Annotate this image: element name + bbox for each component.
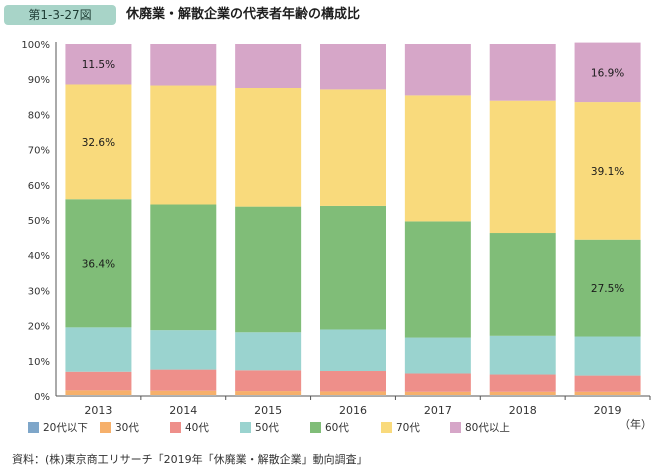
x-tick-label: 2016 bbox=[339, 404, 367, 417]
y-tick-label: 10% bbox=[28, 357, 50, 368]
x-tick-label: 2017 bbox=[424, 404, 452, 417]
y-tick-label: 80% bbox=[28, 110, 50, 121]
y-tick-label: 0% bbox=[34, 392, 50, 403]
bar-segment bbox=[65, 44, 132, 85]
data-label: 32.6% bbox=[82, 137, 115, 149]
legend-swatch bbox=[450, 422, 461, 433]
x-tick-label: 2018 bbox=[509, 404, 537, 417]
data-labels-layer: 11.5% 32.6% 36.4% 16.9% 39.1% 27.5% bbox=[82, 59, 625, 295]
legend-label: 30代 bbox=[115, 422, 139, 434]
figure-label: 第1-3-27図 bbox=[4, 5, 116, 25]
y-tick-label: 20% bbox=[28, 322, 50, 333]
bar-segment bbox=[404, 373, 471, 392]
bar-segment bbox=[235, 370, 302, 392]
y-tick-label: 50% bbox=[28, 216, 50, 227]
data-label: 16.9% bbox=[591, 67, 624, 79]
bar-segment bbox=[65, 395, 132, 396]
bar-segment bbox=[404, 391, 471, 396]
legend: 20代以下 30代 40代 50代 60代 70代 80代以上 bbox=[28, 422, 510, 434]
legend-swatch bbox=[240, 422, 251, 433]
bar-segment bbox=[235, 395, 302, 396]
y-tick-label: 60% bbox=[28, 181, 50, 192]
legend-swatch bbox=[170, 422, 181, 433]
data-label: 27.5% bbox=[591, 283, 624, 295]
data-label: 11.5% bbox=[82, 59, 115, 71]
legend-swatch bbox=[100, 422, 111, 433]
bar-segment bbox=[489, 391, 556, 396]
legend-label: 40代 bbox=[185, 422, 209, 434]
legend-label: 80代以上 bbox=[465, 422, 510, 434]
bar-segment bbox=[65, 327, 132, 372]
bar-segment bbox=[320, 391, 386, 396]
bar-segment bbox=[150, 395, 217, 396]
bar-segment bbox=[65, 371, 132, 391]
bar-segment bbox=[320, 89, 386, 206]
bar-segment bbox=[404, 221, 471, 338]
bar-segment bbox=[320, 395, 386, 396]
bar-segment bbox=[404, 95, 471, 222]
bar-segment bbox=[574, 395, 641, 396]
data-label: 39.1% bbox=[591, 166, 624, 178]
bar-segment bbox=[404, 337, 471, 374]
bar-segment bbox=[489, 374, 556, 392]
x-tick-label: 2015 bbox=[254, 404, 282, 417]
legend-label: 60代 bbox=[325, 422, 349, 434]
bar-segment bbox=[235, 206, 302, 333]
bar-segment bbox=[574, 239, 641, 337]
bar-segment bbox=[65, 199, 132, 328]
bar-segment bbox=[574, 391, 641, 396]
legend-label: 20代以下 bbox=[43, 422, 88, 434]
bar-segment bbox=[65, 390, 132, 396]
bar-segment bbox=[574, 336, 641, 376]
bar-segment bbox=[320, 329, 386, 372]
chart-title: 休廃業・解散企業の代表者年齢の構成比 bbox=[126, 7, 361, 22]
bar-segment bbox=[489, 44, 556, 101]
source-note: 資料：(株)東京商工リサーチ「2019年「休廃業・解散企業」動向調査」 bbox=[12, 453, 368, 466]
bar-segment bbox=[489, 335, 556, 375]
bar-segment bbox=[404, 395, 471, 396]
bar-segment bbox=[574, 102, 641, 240]
bar-segment bbox=[489, 100, 556, 234]
bar-segment bbox=[235, 44, 302, 88]
bar-segment bbox=[489, 395, 556, 396]
bar-segment bbox=[235, 391, 302, 396]
legend-swatch bbox=[28, 422, 39, 433]
legend-swatch bbox=[381, 422, 392, 433]
bar-segment bbox=[489, 233, 556, 336]
data-label: 36.4% bbox=[82, 258, 115, 270]
bar-segment bbox=[150, 369, 217, 391]
y-tick-label: 90% bbox=[28, 75, 50, 86]
bar-segment bbox=[574, 42, 641, 103]
y-tick-label: 70% bbox=[28, 146, 50, 157]
bars-layer bbox=[65, 42, 641, 396]
bar-segment bbox=[150, 44, 217, 86]
bar-segment bbox=[320, 371, 386, 392]
legend-swatch bbox=[310, 422, 321, 433]
x-tick-label: 2019 bbox=[594, 404, 622, 417]
axis-layer: 0% 10% 20% 30% 40% 50% 60% 70% 80% 90% 100% 2013 201… bbox=[21, 40, 652, 431]
bar-segment bbox=[235, 88, 302, 207]
bar-segment bbox=[320, 44, 386, 90]
x-axis-unit: （年） bbox=[619, 417, 652, 431]
bar-segment bbox=[65, 84, 132, 200]
y-tick-label: 100% bbox=[21, 40, 50, 51]
bar-segment bbox=[150, 390, 217, 396]
y-tick-label: 40% bbox=[28, 251, 50, 262]
y-tick-label: 30% bbox=[28, 286, 50, 297]
bar-segment bbox=[150, 330, 217, 370]
bar-segment bbox=[574, 375, 641, 392]
legend-label: 50代 bbox=[255, 422, 279, 434]
legend-label: 70代 bbox=[396, 422, 420, 434]
bar-segment bbox=[404, 44, 471, 96]
x-tick-label: 2013 bbox=[84, 404, 112, 417]
bar-segment bbox=[150, 204, 217, 331]
bar-segment bbox=[320, 205, 386, 330]
x-tick-label: 2014 bbox=[169, 404, 197, 417]
bar-segment bbox=[235, 332, 302, 371]
bar-segment bbox=[150, 85, 217, 205]
